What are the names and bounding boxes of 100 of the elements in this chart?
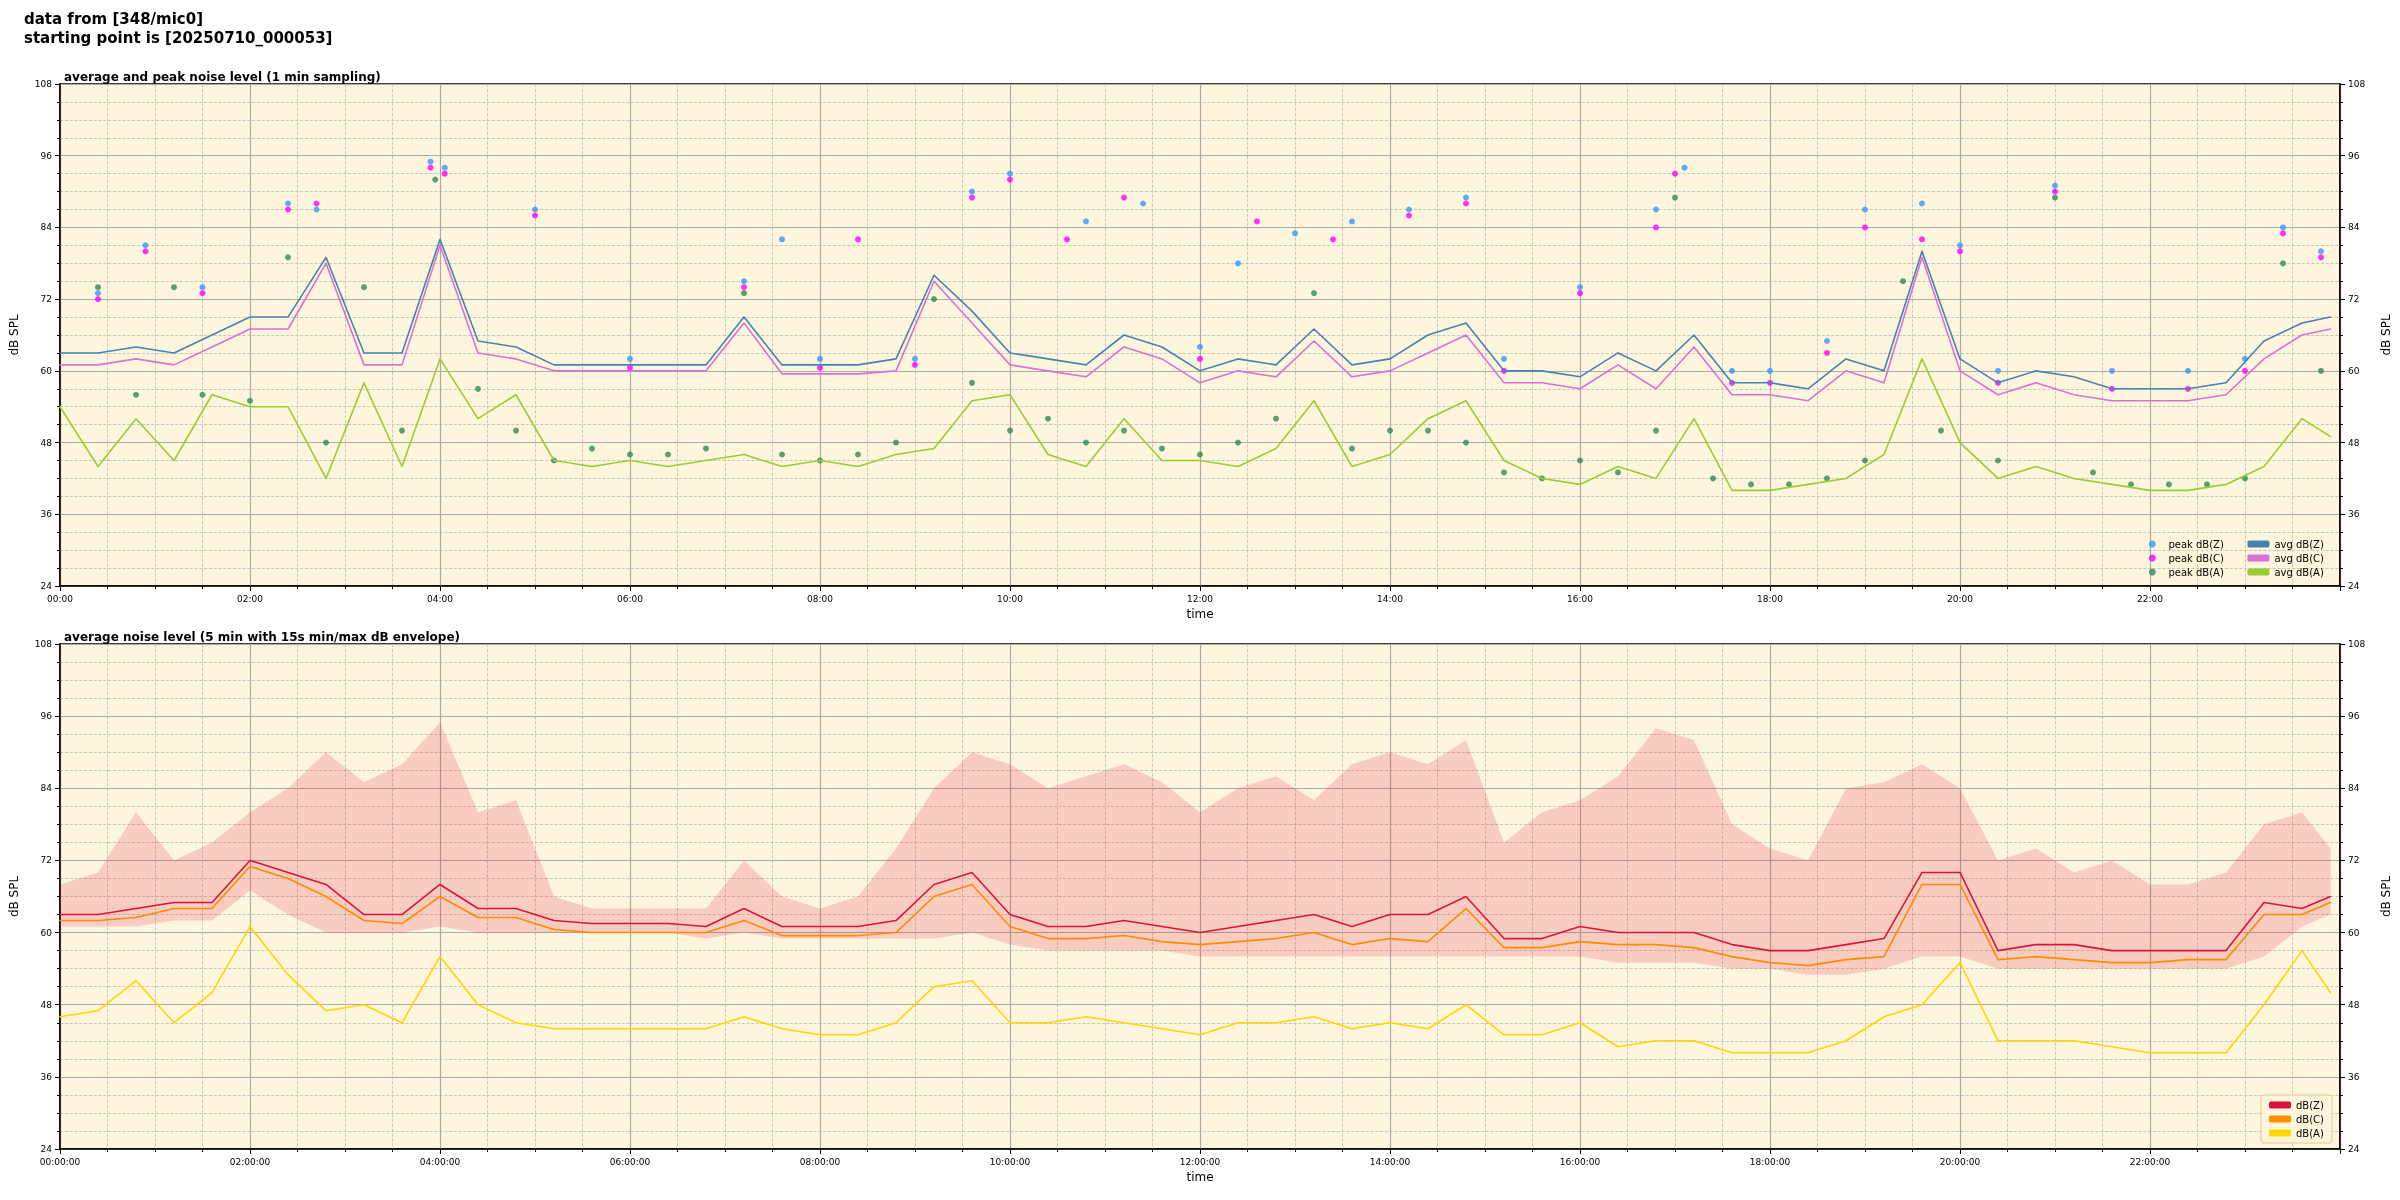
x-tick-label: 02:00	[237, 593, 264, 604]
y2-tick-label: 24	[2348, 581, 2360, 591]
x-tick-label: 00:00:00	[39, 1156, 81, 1167]
point	[199, 391, 206, 398]
y-tick-label: 48	[40, 999, 53, 1010]
point	[441, 170, 448, 177]
y-tick-label: 24	[40, 1144, 53, 1154]
y-tick-label: 36	[40, 509, 53, 520]
point	[2280, 260, 2286, 267]
x-tick-label: 18:00:00	[1749, 1156, 1791, 1167]
x-tick-label: 10:00	[997, 593, 1024, 604]
point	[1786, 481, 1792, 488]
point	[1938, 427, 1944, 434]
point	[1311, 290, 1317, 297]
point	[1197, 451, 1203, 458]
point	[1007, 176, 1013, 183]
point	[1900, 278, 1906, 285]
y2-tick-label: 36	[2348, 509, 2360, 520]
point	[95, 290, 101, 297]
line-series	[59, 925, 2332, 1054]
point	[779, 451, 785, 458]
point	[532, 206, 538, 213]
point	[171, 284, 177, 291]
y2-tick-label: 24	[2348, 1144, 2360, 1154]
point	[1463, 194, 1469, 201]
point	[817, 355, 823, 362]
point	[432, 176, 439, 183]
y2-tick-label: 108	[2348, 79, 2366, 89]
legend-label: dB(Z)	[2296, 1099, 2324, 1111]
point	[741, 290, 747, 297]
x-tick-label: 08:00:00	[799, 1156, 841, 1167]
point	[1121, 194, 1127, 201]
point	[1121, 427, 1127, 434]
point	[1995, 457, 2001, 464]
point	[1577, 284, 1583, 291]
point	[2204, 481, 2210, 488]
point	[2109, 367, 2115, 374]
point	[1824, 349, 1830, 356]
x-tick-label: 12:00	[1187, 593, 1214, 604]
point	[2280, 224, 2286, 231]
x-tick-label: 06:00	[617, 593, 644, 604]
legend-label: avg dB(Z)	[2274, 538, 2324, 550]
y-axis-title: dB SPL	[7, 875, 21, 918]
point	[95, 296, 101, 303]
y2-tick-label: 84	[2348, 783, 2360, 794]
point	[1463, 200, 1469, 207]
y-tick-label: 72	[40, 294, 52, 305]
point	[627, 355, 633, 362]
point	[741, 278, 747, 285]
point	[741, 284, 747, 291]
y2-tick-label: 84	[2348, 222, 2360, 233]
y2-tick-label: 36	[2348, 1071, 2360, 1082]
point	[285, 200, 291, 207]
point	[2166, 481, 2172, 488]
point	[1824, 337, 1830, 344]
point	[399, 427, 405, 434]
legend-label: peak dB(Z)	[2168, 538, 2224, 550]
point	[199, 290, 206, 297]
y2-tick-label: 72	[2348, 294, 2360, 305]
point	[1159, 445, 1165, 452]
point	[1729, 367, 1735, 374]
point	[133, 391, 139, 398]
point	[1425, 427, 1431, 434]
point	[2128, 481, 2134, 488]
point	[1672, 170, 1678, 177]
point	[1387, 427, 1393, 434]
point	[665, 451, 671, 458]
point	[1007, 170, 1013, 177]
point	[1197, 343, 1203, 350]
x-tick-label: 00:00	[47, 593, 74, 604]
point	[2318, 254, 2324, 261]
point	[1653, 224, 1659, 231]
point	[1653, 206, 1659, 213]
y-tick-label: 84	[40, 222, 53, 233]
point	[1919, 236, 1925, 243]
y-tick-label: 108	[34, 79, 53, 89]
y2-tick-label: 108	[2348, 639, 2366, 649]
point	[969, 194, 975, 201]
point	[285, 254, 291, 261]
point	[1463, 439, 1469, 446]
point	[1577, 290, 1583, 297]
x-tick-label: 22:00:00	[2129, 1156, 2171, 1167]
point	[2280, 230, 2286, 237]
point	[2052, 188, 2058, 195]
point	[1330, 236, 1336, 243]
point	[2318, 248, 2324, 255]
point	[1615, 469, 1621, 476]
point	[1995, 367, 2001, 374]
x-tick-label: 08:00	[807, 593, 834, 604]
y2-tick-label: 72	[2348, 855, 2360, 866]
point	[969, 188, 975, 195]
y2-tick-label: 96	[2348, 711, 2360, 722]
point	[1064, 236, 1070, 243]
line-series	[59, 865, 2332, 967]
point	[1349, 218, 1355, 225]
point	[441, 164, 448, 171]
point	[931, 296, 937, 303]
point	[2090, 469, 2096, 476]
legend-label: dB(A)	[2296, 1127, 2324, 1139]
point	[1083, 218, 1089, 225]
